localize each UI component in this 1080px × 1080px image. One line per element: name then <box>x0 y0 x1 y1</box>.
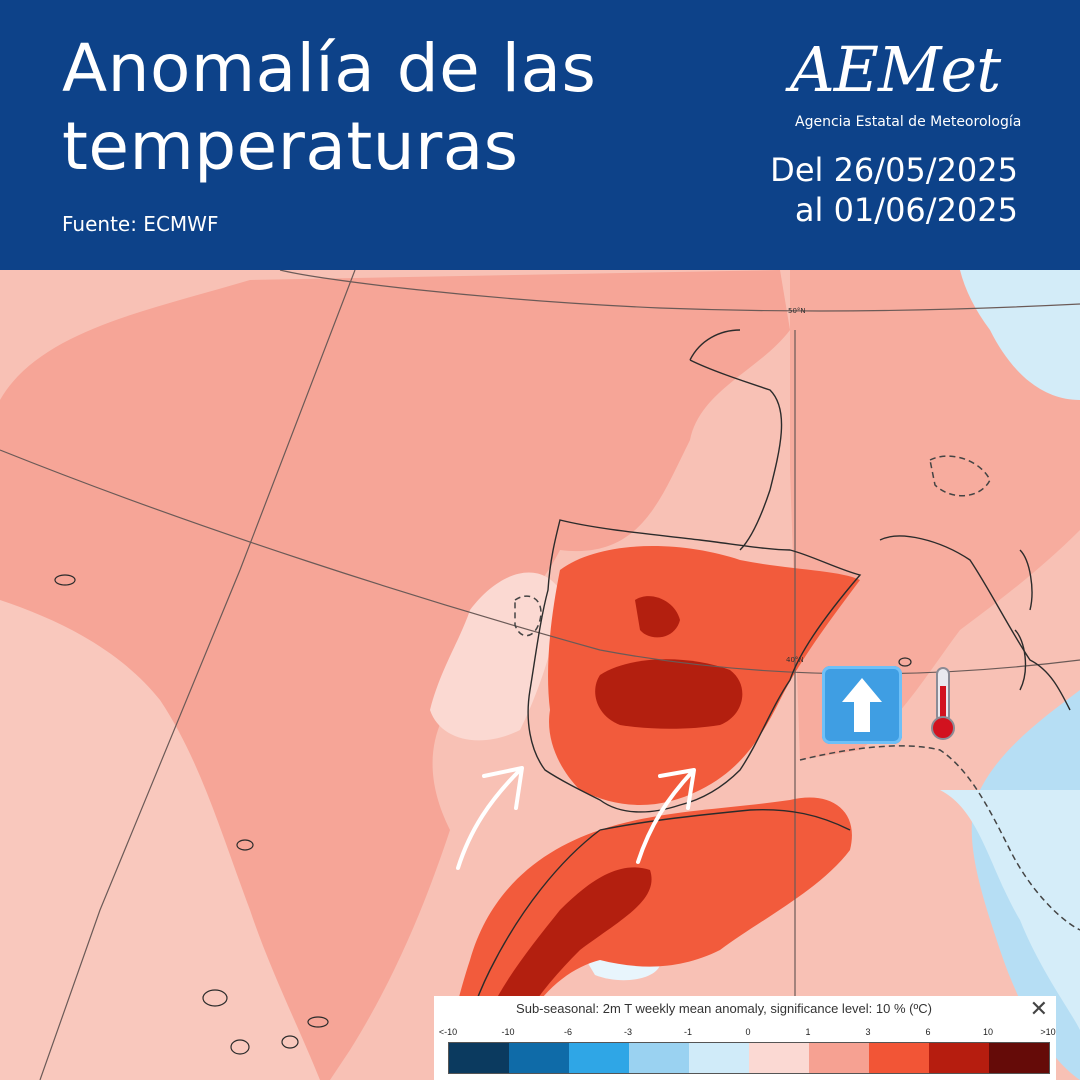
azores-island <box>54 574 76 586</box>
anomaly-map: 50°N 40°N <box>0 270 1080 1080</box>
aemet-logo: AEMet Agencia Estatal de Meteorología <box>790 30 1030 140</box>
date-start: Del 26/05/2025 <box>770 151 1018 189</box>
arrow-south-head-icon <box>658 768 696 810</box>
graticule-meridian-west <box>39 270 356 1080</box>
map-graticule <box>0 270 1080 1080</box>
arrow-south-icon <box>636 770 694 864</box>
header-banner: Anomalía de las temperaturas Fuente: ECM… <box>0 0 1080 270</box>
anomaly-zone-atlantic <box>0 600 320 1080</box>
canary-island-3 <box>281 1035 299 1049</box>
legend-swatch <box>449 1043 509 1073</box>
legend-title: Sub-seasonal: 2m T weekly mean anomaly, … <box>516 1001 932 1016</box>
map-canvas: 50°N 40°N <box>0 270 1080 1080</box>
legend-swatch <box>629 1043 689 1073</box>
contour-portugal <box>514 595 542 637</box>
legend-swatch <box>869 1043 929 1073</box>
corsica-sardinia-coast <box>1014 549 1033 691</box>
lat-label-50n: 50°N <box>788 307 806 315</box>
contour-mediterranean <box>799 745 1080 931</box>
legend-tick: 6 <box>925 1027 931 1037</box>
madeira-island <box>236 839 254 851</box>
annotation-arrows <box>456 766 696 870</box>
logo-subtitle: Agencia Estatal de Meteorología <box>795 114 1022 130</box>
italy-coast <box>879 535 1071 711</box>
thermometer-icon <box>926 664 960 744</box>
legend-swatch <box>569 1043 629 1073</box>
graticule-40n <box>0 449 1080 675</box>
legend-ticks: <-10 -10 -6 -3 -1 0 1 3 6 10 >10 <box>438 1027 1056 1039</box>
france-coast <box>689 329 783 551</box>
arrow-west-head-icon <box>482 766 524 810</box>
arrow-west-icon <box>456 768 522 870</box>
title-line-1: Anomalía de las <box>62 30 597 107</box>
iberia-coast <box>527 519 862 813</box>
graticule-50n <box>279 270 1080 312</box>
anomaly-zone-europe <box>790 270 1080 760</box>
legend-panel: Sub-seasonal: 2m T weekly mean anomaly, … <box>434 996 1056 1080</box>
cold-patch-north <box>960 270 1080 400</box>
legend-tick: >10 <box>1040 1027 1056 1037</box>
legend-tick: 3 <box>865 1027 871 1037</box>
legend-tick: -3 <box>623 1027 633 1037</box>
canary-island-2 <box>230 1039 250 1055</box>
balearic-island <box>898 657 912 667</box>
legend-tick: -6 <box>563 1027 573 1037</box>
cold-patch-mediterranean <box>940 790 1080 1030</box>
page-title: Anomalía de las temperaturas <box>62 30 596 186</box>
legend-tick: <-10 <box>438 1027 458 1037</box>
title-line-2: temperaturas <box>62 108 519 185</box>
anomaly-zone-north-plateau <box>635 596 680 638</box>
up-arrow-icon <box>822 666 902 744</box>
canary-island-1 <box>202 989 228 1007</box>
significance-contours <box>514 455 1080 931</box>
source-label: Fuente: ECMWF <box>62 212 219 236</box>
contour-alps <box>929 455 991 497</box>
date-end: al 01/06/2025 <box>794 191 1018 229</box>
lat-label-40n: 40°N <box>786 656 804 664</box>
anomaly-zone-africa-3-6 <box>440 797 852 1080</box>
legend-swatch <box>509 1043 569 1073</box>
legend-swatch <box>809 1043 869 1073</box>
legend-tick: -10 <box>501 1027 515 1037</box>
legend-swatch <box>689 1043 749 1073</box>
logo-wordmark: AEMet <box>790 33 1001 106</box>
legend-tick: -1 <box>683 1027 693 1037</box>
anomaly-zone-iberia-6-10 <box>595 659 743 729</box>
date-range: Del 26/05/2025 al 01/06/2025 <box>770 150 1018 230</box>
anomaly-zone-portugal-coast <box>430 572 560 741</box>
legend-swatch <box>749 1043 809 1073</box>
coastlines <box>454 329 1071 1080</box>
up-arrow-glyph-icon <box>842 678 882 732</box>
thermometer-glyph-icon <box>931 667 955 740</box>
canary-island-4 <box>307 1016 329 1028</box>
legend-swatch <box>989 1043 1049 1073</box>
legend-tick: 1 <box>805 1027 811 1037</box>
legend-tick: 10 <box>982 1027 994 1037</box>
legend-swatch <box>929 1043 989 1073</box>
islands <box>54 574 912 1055</box>
legend-color-bar <box>448 1042 1050 1074</box>
legend-close-button[interactable]: ✕ <box>1029 996 1048 1021</box>
legend-tick: 0 <box>745 1027 751 1037</box>
